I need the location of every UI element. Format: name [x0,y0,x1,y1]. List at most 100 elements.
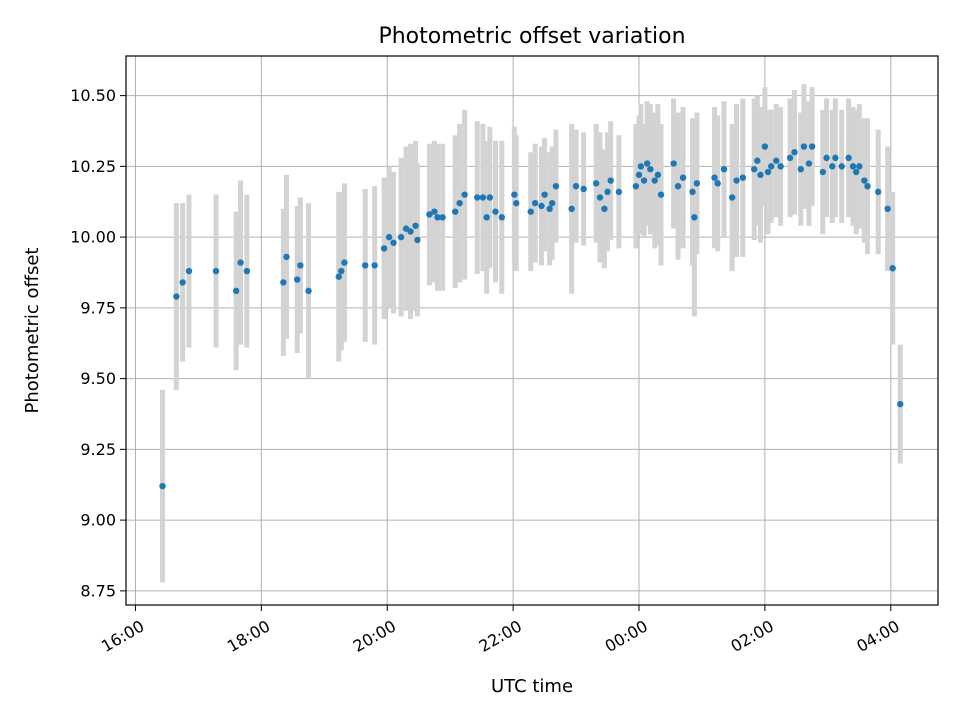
data-point [800,143,808,150]
data-point [733,177,740,184]
data-point [283,253,290,261]
data-point [773,157,780,164]
y-axis-label: Photometric offset [22,248,43,414]
data-point [838,163,845,170]
data-point [808,143,816,150]
x-tick-label: 22:00 [476,616,525,656]
x-tick-label: 16:00 [98,616,147,656]
data-point [541,191,548,198]
data-point [761,143,769,150]
data-point [601,205,608,213]
data-point [452,208,459,215]
data-point [474,194,481,201]
data-point [593,180,600,187]
data-point [232,287,240,295]
y-tick-label: 10.50 [70,86,116,105]
data-point [596,194,604,201]
plot-frame [125,55,939,606]
data-point [371,262,378,269]
data-point [341,259,348,266]
x-tick-label: 02:00 [727,616,776,656]
data-point [689,188,696,196]
data-point [439,214,446,221]
data-point [335,273,342,280]
data-point [385,233,393,241]
data-point [237,259,244,266]
data-point [640,177,648,184]
y-tick-label: 9.00 [80,511,116,530]
data-point [580,185,587,193]
data-point [483,214,490,221]
chart-title: Photometric offset variation [378,24,685,49]
data-point [527,208,534,215]
data-point [456,199,463,207]
data-point [884,205,891,213]
data-point [805,160,813,167]
data-point [407,228,414,235]
data-point [431,208,438,215]
data-point [607,177,614,184]
data-point [479,194,487,201]
data-point [767,163,775,170]
data-point [380,245,388,252]
data-point [568,205,575,213]
data-point [546,205,553,213]
data-point [548,199,556,207]
data-point [426,211,433,218]
data-point [679,174,687,181]
data-point [461,191,468,198]
data-point [861,177,868,184]
y-tick-label: 10.25 [70,157,116,176]
data-point [297,262,304,269]
data-point [212,267,220,275]
data-point [691,214,698,221]
x-tick-label: 00:00 [602,616,651,656]
data-point [654,171,662,179]
data-point [786,154,794,162]
data-point [777,163,784,170]
data-point [294,276,301,283]
data-point [185,267,193,275]
data-point [875,188,882,196]
data-point [486,194,494,201]
data-point [498,214,505,221]
data-point [714,180,721,187]
data-point [657,191,665,198]
data-point [764,168,772,176]
data-point [856,163,863,170]
data-point [739,174,747,181]
data-point [637,163,645,170]
data-point [852,168,860,176]
data-point [635,171,643,179]
data-point [643,160,651,167]
data-point [647,165,654,173]
y-tick-label: 10.00 [70,228,116,247]
data-point [829,163,836,170]
data-point [390,239,397,246]
data-point [492,208,499,215]
x-tick-label: 04:00 [853,616,902,656]
data-points [159,143,904,490]
data-point [864,182,871,190]
data-point [572,182,580,190]
data-point [757,171,764,179]
data-point [511,191,518,198]
data-point [159,482,166,490]
y-tick-label: 9.25 [80,440,116,459]
data-point [615,188,623,196]
y-axis-ticks: 8.75 9.00 9.25 9.50 9.75 10.00 10.25 10.50 [70,86,126,600]
data-point [632,182,640,190]
data-point [897,400,904,408]
data-point [338,267,345,275]
data-point [604,188,611,196]
data-point [889,265,896,272]
data-point [693,180,701,187]
data-point [552,182,560,190]
x-tick-label: 20:00 [350,616,399,656]
data-point [651,177,658,184]
data-point [819,168,827,176]
data-point [823,154,830,162]
data-point [674,182,682,190]
data-point [720,165,728,173]
